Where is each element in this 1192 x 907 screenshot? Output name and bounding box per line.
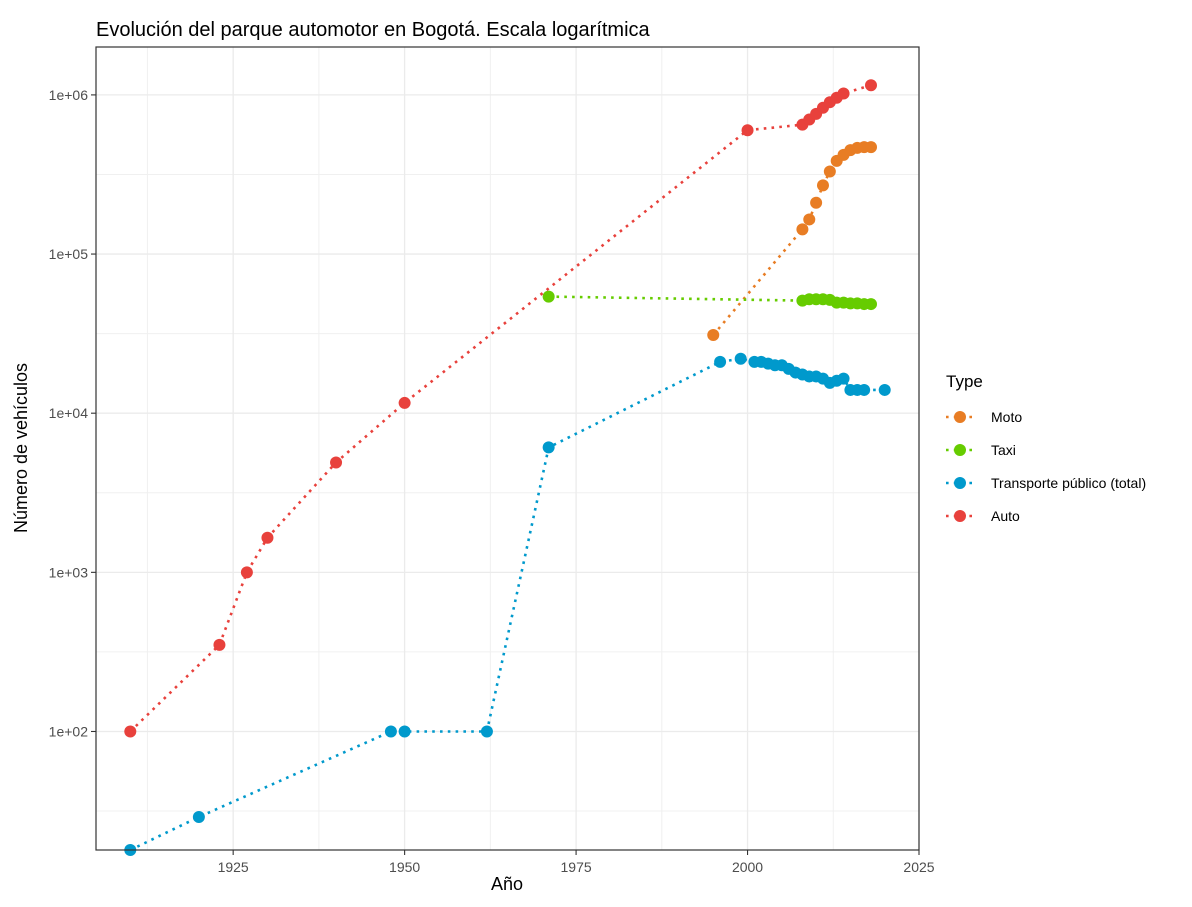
- legend-label-moto: Moto: [991, 409, 1022, 425]
- series-taxi: [542, 290, 877, 311]
- legend: Type Moto Taxi Transporte público (total) A…: [946, 372, 1146, 524]
- data-point-auto: [330, 456, 343, 469]
- legend-key-transporte-publico-total: [946, 477, 974, 489]
- data-point-moto: [707, 328, 720, 341]
- series-moto: [707, 141, 877, 341]
- legend-label-taxi: Taxi: [991, 442, 1016, 458]
- data-point-taxi: [542, 290, 555, 303]
- legend-key-point: [954, 477, 966, 489]
- data-point-auto: [213, 638, 226, 651]
- legend-key-point: [954, 411, 966, 423]
- data-point-moto: [810, 196, 823, 209]
- data-point-moto: [823, 165, 836, 178]
- grid: [96, 47, 920, 850]
- y-tick-label: 1e+06: [49, 87, 89, 103]
- series-transporte-publico-total: [124, 352, 891, 856]
- legend-key-auto: [946, 510, 974, 522]
- x-tick-label: 1925: [218, 859, 249, 875]
- legend-label-auto: Auto: [991, 508, 1020, 524]
- x-axis-title: Año: [491, 874, 523, 894]
- x-tick-label: 1975: [561, 859, 592, 875]
- y-tick-label: 1e+04: [49, 405, 89, 421]
- data-point-transporte-publico-total: [384, 725, 397, 738]
- data-point-taxi: [864, 298, 877, 311]
- data-point-moto: [816, 179, 829, 192]
- y-axis-title: Número de vehículos: [11, 363, 31, 533]
- legend-key-point: [954, 444, 966, 456]
- data-point-transporte-publico-total: [480, 725, 493, 738]
- chart-title: Evolución del parque automotor en Bogotá…: [96, 19, 651, 41]
- data-point-transporte-publico-total: [878, 383, 891, 396]
- data-point-transporte-publico-total: [398, 725, 411, 738]
- data-point-auto: [261, 531, 274, 544]
- data-point-auto: [240, 566, 253, 579]
- data-point-auto: [124, 725, 137, 738]
- data-point-transporte-publico-total: [714, 355, 727, 368]
- legend-key-taxi: [946, 444, 974, 456]
- plot-panel: [96, 47, 919, 850]
- data-point-auto: [864, 79, 877, 92]
- data-point-moto: [803, 213, 816, 226]
- data-point-transporte-publico-total: [858, 383, 871, 396]
- axes: 1925 1950 1975 2000 2025 1e+02 1e+03 1e+04 1e+05…: [49, 87, 935, 875]
- series-auto: [124, 79, 877, 738]
- data-point-auto: [837, 87, 850, 100]
- x-tick-label: 2025: [903, 859, 934, 875]
- data-point-transporte-publico-total: [734, 352, 747, 365]
- data-point-transporte-publico-total: [542, 441, 555, 454]
- y-tick-label: 1e+03: [49, 564, 89, 580]
- data-point-moto: [864, 141, 877, 154]
- data-point-moto: [796, 223, 809, 236]
- y-tick-label: 1e+05: [49, 246, 89, 262]
- legend-key-point: [954, 510, 966, 522]
- data-point-transporte-publico-total: [192, 811, 205, 824]
- plot-border: [95, 46, 920, 851]
- legend-title: Type: [946, 372, 983, 391]
- data-point-auto: [398, 396, 411, 409]
- data-point-auto: [741, 124, 754, 137]
- data-point-transporte-publico-total: [837, 372, 850, 385]
- x-tick-label: 1950: [389, 859, 420, 875]
- legend-key-moto: [946, 411, 974, 423]
- legend-label-transporte-publico-total: Transporte público (total): [991, 475, 1146, 491]
- series-layer: [124, 79, 891, 856]
- x-tick-label: 2000: [732, 859, 763, 875]
- y-tick-label: 1e+02: [49, 723, 89, 739]
